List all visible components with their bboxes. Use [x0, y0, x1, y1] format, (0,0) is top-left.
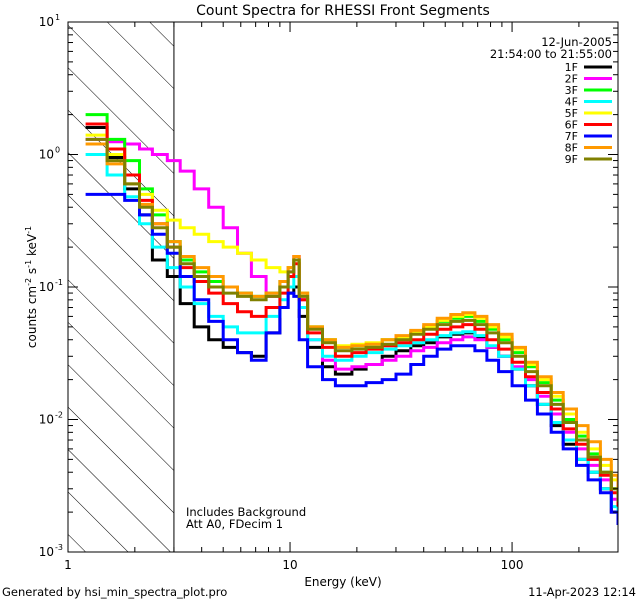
annotation-time-range: 21:54:00 to 21:55:00 [490, 47, 612, 61]
x-tick-label: 10 [282, 558, 297, 572]
series-line-9f [85, 137, 618, 502]
x-tick-label: 100 [501, 558, 524, 572]
y-label-sup-2: -1 [24, 226, 33, 234]
chart-title: Count Spectra for RHESSI Front Segments [196, 3, 490, 19]
legend-label-9f: 9F [565, 153, 578, 166]
y-label-sup-1: -1 [24, 260, 33, 268]
y-tick-label: 10 [39, 545, 54, 559]
y-tick-exponent: 0 [55, 146, 60, 155]
y-tick-label: 10 [39, 15, 54, 29]
y-tick-exponent: -1 [55, 278, 63, 287]
footer-timestamp: 11-Apr-2023 12:14 [528, 585, 636, 599]
x-axis-label: Energy (keV) [304, 575, 381, 589]
x-tick-labels: 1 10 100 [64, 558, 523, 572]
legend-label-3f: 3F [565, 84, 578, 97]
annotation-attenuator: Att A0, FDecim 1 [186, 517, 283, 531]
legend-label-6f: 6F [565, 119, 578, 132]
annotation-date: 12-Jun-2005 [541, 35, 612, 49]
y-label-sup-0: -2 [24, 278, 33, 286]
series-layer [85, 113, 618, 525]
y-tick-exponent: -2 [55, 411, 63, 420]
legend-label-8f: 8F [565, 142, 578, 155]
legend-label-2f: 2F [565, 73, 578, 86]
legend-label-4f: 4F [565, 96, 578, 109]
y-axis-label: counts cm-2 s-1 keV-1 [24, 226, 39, 348]
y-tick-label: 10 [39, 148, 54, 162]
y-label-part-0: counts cm [25, 286, 39, 348]
hatched-region [68, 22, 175, 552]
y-label-part-1: s [25, 268, 39, 278]
y-tick-exponent: -3 [55, 543, 63, 552]
legend-label-7f: 7F [565, 130, 578, 143]
legend-label-1f: 1F [565, 61, 578, 74]
y-tick-label: 10 [39, 280, 54, 294]
plot-frame [67, 21, 619, 553]
footer-generated-by: Generated by hsi_min_spectra_plot.pro [2, 585, 227, 599]
legend-label-5f: 5F [565, 107, 578, 120]
series-line-7f [85, 192, 618, 525]
series-line-2f [85, 137, 618, 513]
hatch-fill [68, 22, 174, 552]
y-tick-exponent: 1 [55, 13, 60, 22]
y-label-part-2: keV [25, 233, 39, 260]
annotation-background: Includes Background [186, 505, 306, 519]
y-tick-label: 10 [39, 413, 54, 427]
x-tick-label: 1 [64, 558, 72, 572]
